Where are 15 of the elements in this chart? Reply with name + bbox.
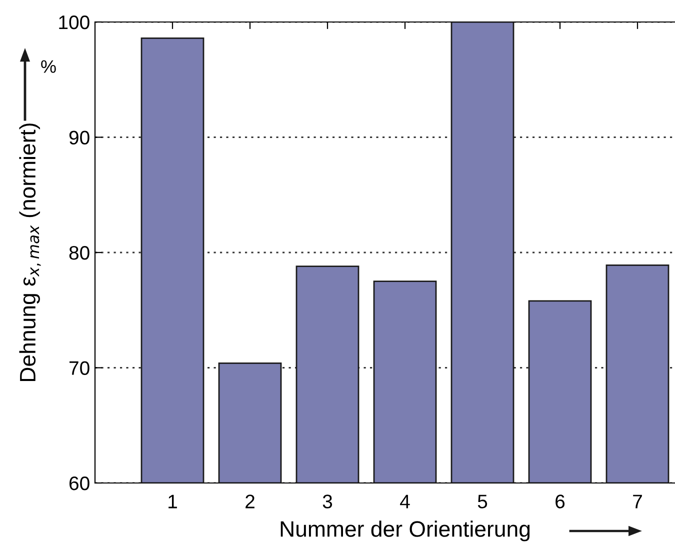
y-axis-title: Dehnung ε$_{x,max}$ (normiert) <box>19 124 41 382</box>
x-tick-label: 6 <box>556 494 565 508</box>
x-tick-label: 3 <box>322 494 332 508</box>
y-tick-label: 90 <box>69 130 90 144</box>
x-tick-label: 7 <box>633 494 642 508</box>
y-tick-label: 70 <box>70 361 90 375</box>
x-tick-label: 2 <box>246 494 254 508</box>
y-tick-label: 60 <box>70 476 90 490</box>
text: % <box>41 60 56 73</box>
y-tick-label: 80 <box>69 246 90 260</box>
x-tick-label: 4 <box>400 494 410 508</box>
x-axis-title: Nummer der Orientierung <box>280 520 530 542</box>
y-tick-label: 100 <box>59 15 90 30</box>
x-tick-label: 5 <box>478 494 488 508</box>
x-tick-label: 1 <box>168 494 177 508</box>
